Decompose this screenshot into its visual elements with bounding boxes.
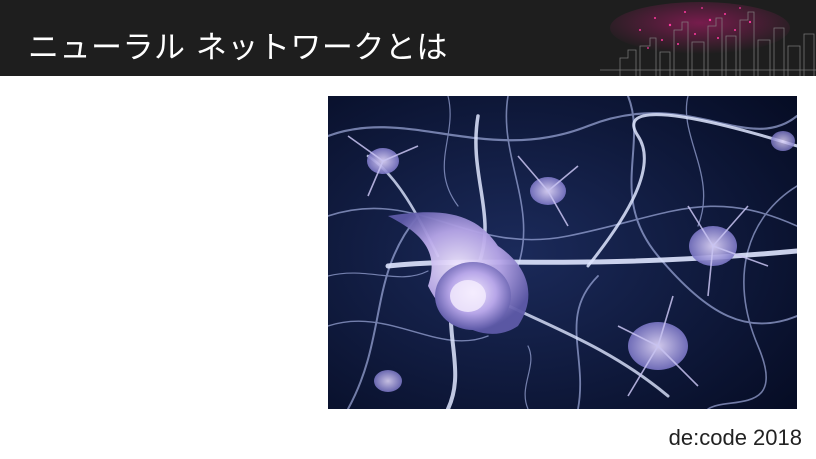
main-neuron bbox=[388, 212, 529, 334]
event-brand-label: de:code 2018 bbox=[668, 425, 802, 450]
slide-header: ニューラル ネットワークとは bbox=[0, 0, 816, 76]
neuron-network-image bbox=[328, 96, 797, 409]
neuron-illustration bbox=[328, 96, 797, 409]
city-skyline-graphic bbox=[600, 2, 816, 76]
slide-title: ニューラル ネットワークとは bbox=[28, 30, 448, 66]
